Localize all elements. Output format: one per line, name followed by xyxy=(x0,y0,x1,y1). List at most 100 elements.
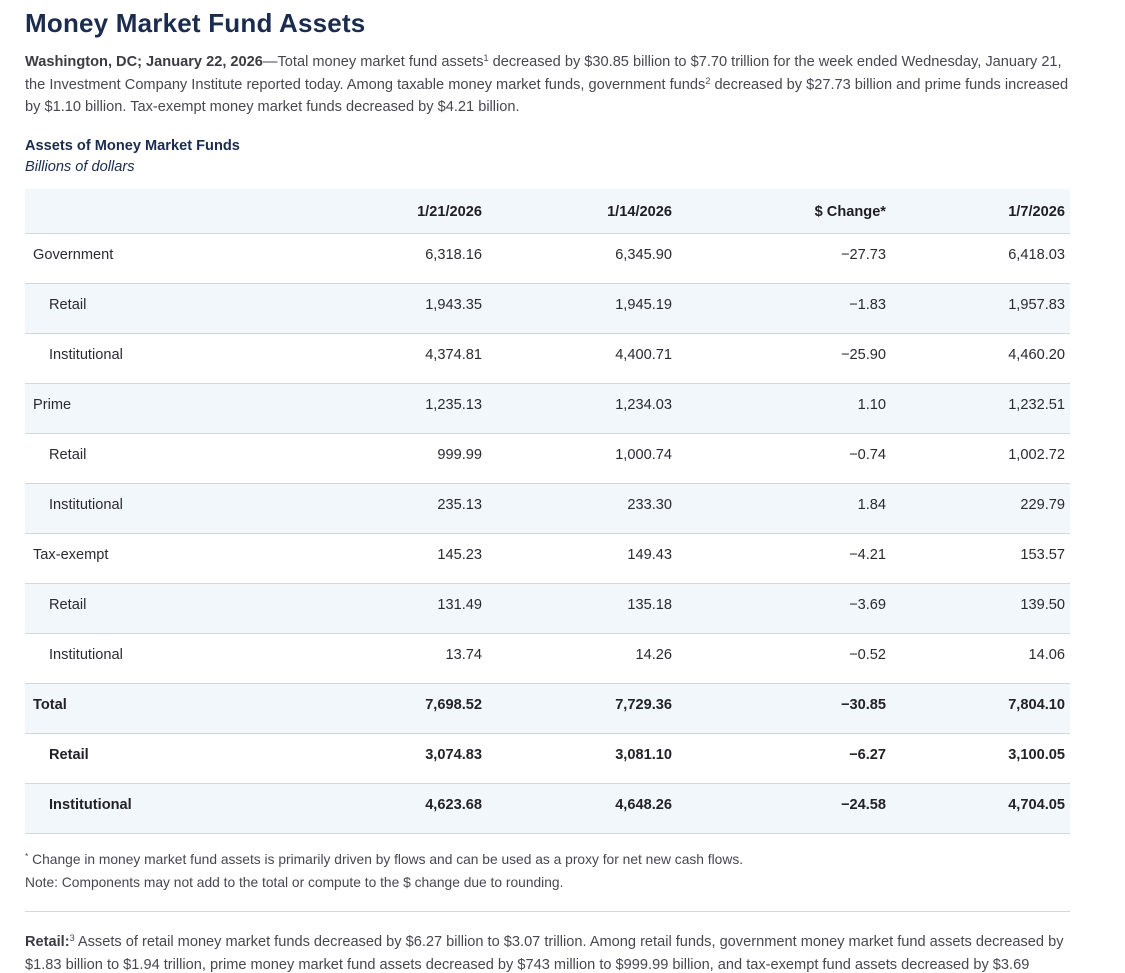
footnote-ref-3-retail: 3 xyxy=(69,933,75,944)
value-cell: 1,002.72 xyxy=(1008,447,1065,464)
retail-paragraph: Retail:3 Assets of retail money market f… xyxy=(25,931,1070,973)
row-label-column-header xyxy=(25,189,250,234)
value-cell: 6,318.16 xyxy=(425,247,482,264)
value-cell: 1,234.03 xyxy=(615,397,672,414)
value-cell: 4,374.81 xyxy=(425,347,482,364)
table-row: Government 6,318.16 6,345.90 −27.73 6,418.03 xyxy=(25,233,1070,284)
value-cell: −25.90 xyxy=(840,347,886,364)
retail-lead: Retail: xyxy=(25,934,70,951)
column-header: $ Change* xyxy=(814,204,886,221)
intro-text-2: decreased by $30.85 billion to $7.70 tri… xyxy=(25,54,1062,93)
value-cell: 14.26 xyxy=(635,647,672,664)
value-cell: 145.23 xyxy=(437,547,482,564)
value-cell: 1,945.19 xyxy=(615,297,672,314)
value-cell: 139.50 xyxy=(1020,597,1065,614)
value-cell: −1.83 xyxy=(849,297,886,314)
footnote-change-text: Change in money market fund assets is pr… xyxy=(28,852,744,868)
table-row: Prime 1,235.13 1,234.03 1.10 1,232.51 xyxy=(25,383,1070,434)
column-header: 1/21/2026 xyxy=(417,204,482,221)
value-cell: 3,100.05 xyxy=(1008,747,1065,764)
row-label: Institutional xyxy=(49,347,123,364)
value-cell: 7,729.36 xyxy=(615,697,672,714)
value-cell: 235.13 xyxy=(437,497,482,514)
value-cell: 1,000.74 xyxy=(615,447,672,464)
value-cell: −24.58 xyxy=(840,797,886,814)
value-cell: −0.74 xyxy=(849,447,886,464)
table-row: Institutional 235.13 233.30 1.84 229.79 xyxy=(25,483,1070,534)
value-cell: 1,235.13 xyxy=(425,397,482,414)
value-cell: 999.99 xyxy=(437,447,482,464)
value-cell: −3.69 xyxy=(849,597,886,614)
value-cell: 153.57 xyxy=(1020,547,1065,564)
value-cell: 6,345.90 xyxy=(615,247,672,264)
page-title: Money Market Fund Assets xyxy=(25,8,366,38)
footnotes-block: * Change in money market fund assets is … xyxy=(25,849,1070,894)
row-label: Tax-exempt xyxy=(33,547,109,564)
table-row: Institutional 13.74 14.26 −0.52 14.06 xyxy=(25,633,1070,684)
row-label: Retail xyxy=(49,297,87,314)
table-row: Total 7,698.52 7,729.36 −30.85 7,804.10 xyxy=(25,683,1070,734)
footnote-asterisk: * xyxy=(25,851,29,862)
value-cell: 1.84 xyxy=(857,497,886,514)
table-title: Assets of Money Market Funds xyxy=(25,138,240,155)
value-cell: 7,698.52 xyxy=(425,697,482,714)
row-label: Institutional xyxy=(49,497,123,514)
value-cell: −0.52 xyxy=(849,647,886,664)
footnote-ref-1: 1 xyxy=(483,53,489,64)
dateline: Washington, DC; January 22, 2026 xyxy=(25,54,263,70)
value-cell: 7,804.10 xyxy=(1008,697,1065,714)
row-label: Retail xyxy=(49,447,87,464)
row-label: Government xyxy=(33,247,114,264)
value-cell: 149.43 xyxy=(627,547,672,564)
table-row: Retail 131.49 135.18 −3.69 139.50 xyxy=(25,583,1070,634)
row-label: Retail xyxy=(49,597,87,614)
value-cell: −6.27 xyxy=(849,747,886,764)
report-page: Money Market Fund Assets Washington, DC;… xyxy=(25,8,1070,973)
value-cell: 4,460.20 xyxy=(1008,347,1065,364)
column-header: 1/7/2026 xyxy=(1008,204,1065,221)
value-cell: 131.49 xyxy=(437,597,482,614)
value-cell: 13.74 xyxy=(445,647,482,664)
value-cell: −27.73 xyxy=(840,247,886,264)
value-cell: 1.10 xyxy=(857,397,886,414)
footnote-change: * Change in money market fund assets is … xyxy=(25,849,1070,872)
column-header: 1/14/2026 xyxy=(607,204,672,221)
value-cell: 233.30 xyxy=(627,497,672,514)
value-cell: 135.18 xyxy=(627,597,672,614)
table-header-row: 1/21/2026 1/14/2026 $ Change* 1/7/2026 xyxy=(25,189,1070,234)
row-label: Prime xyxy=(33,397,72,414)
value-cell: 1,957.83 xyxy=(1008,297,1065,314)
intro-text-3: decreased by $27.73 billion and prime fu… xyxy=(25,76,1069,116)
value-cell: 4,623.68 xyxy=(425,797,482,814)
value-cell: 229.79 xyxy=(1020,497,1065,514)
value-cell: 4,400.71 xyxy=(615,347,672,364)
footnote-ref-2: 2 xyxy=(705,75,711,86)
value-cell: 4,704.05 xyxy=(1008,797,1065,814)
value-cell: 1,943.35 xyxy=(425,297,482,314)
section-divider xyxy=(25,911,1070,913)
footnote-note: Note: Components may not add to the tota… xyxy=(25,875,564,891)
table-body: Government 6,318.16 6,345.90 −27.73 6,418.03… xyxy=(25,233,1070,834)
value-cell: 6,418.03 xyxy=(1008,247,1065,264)
value-cell: 3,081.10 xyxy=(615,747,672,764)
row-label: Retail xyxy=(49,747,89,764)
table-row: Retail 999.99 1,000.74 −0.74 1,002.72 xyxy=(25,433,1070,484)
table-row: Institutional 4,374.81 4,400.71 −25.90 4,460… xyxy=(25,333,1070,384)
value-cell: 3,074.83 xyxy=(425,747,482,764)
row-label: Institutional xyxy=(49,797,132,814)
value-cell: 14.06 xyxy=(1028,647,1065,664)
row-label: Total xyxy=(33,697,67,714)
value-cell: −30.85 xyxy=(840,697,886,714)
intro-text-1: —Total money market fund assets xyxy=(262,54,484,70)
row-label: Institutional xyxy=(49,647,123,664)
retail-text: Assets of retail money market funds decr… xyxy=(25,934,1064,973)
table-row: Retail 3,074.83 3,081.10 −6.27 3,100.05 xyxy=(25,733,1070,784)
value-cell: −4.21 xyxy=(849,547,886,564)
value-cell: 1,232.51 xyxy=(1008,397,1065,414)
table-subtitle: Billions of dollars xyxy=(25,159,135,176)
table-row: Retail 1,943.35 1,945.19 −1.83 1,957.83 xyxy=(25,283,1070,334)
assets-table: 1/21/2026 1/14/2026 $ Change* 1/7/2026 Gove… xyxy=(25,189,1070,835)
value-cell: 4,648.26 xyxy=(615,797,672,814)
table-row: Institutional 4,623.68 4,648.26 −24.58 4,704… xyxy=(25,783,1070,834)
table-row: Tax-exempt 145.23 149.43 −4.21 153.57 xyxy=(25,533,1070,584)
